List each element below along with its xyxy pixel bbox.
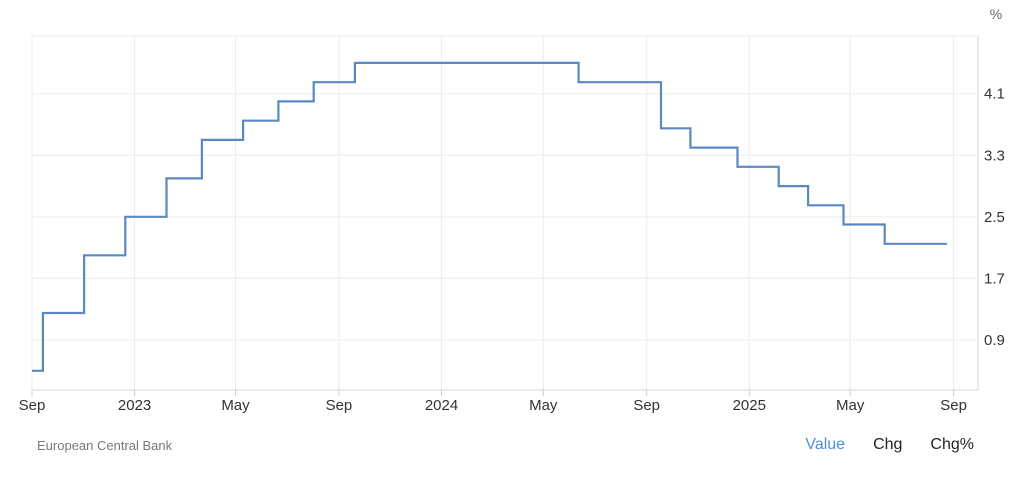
y-unit-label: % (990, 6, 1002, 22)
x-tick-label: 2023 (118, 397, 151, 414)
x-tick-label: Sep (326, 397, 353, 414)
toggle-chg[interactable]: Chg (873, 436, 903, 453)
x-tick-label: May (221, 397, 250, 414)
x-tick-label: Sep (940, 397, 967, 414)
y-tick-label: 1.7 (984, 270, 1005, 287)
toggle-value[interactable]: Value (805, 436, 846, 453)
x-tick-label: May (529, 397, 558, 414)
y-tick-label: 4.1 (984, 86, 1005, 103)
x-tick-label: 2024 (425, 397, 458, 414)
y-tick-label: 2.5 (984, 209, 1005, 226)
view-toggle-group: Value Chg Chg% (777, 436, 974, 454)
y-tick-label: 0.9 (984, 332, 1005, 349)
x-tick-label: Sep (633, 397, 660, 414)
series-line (32, 61, 947, 372)
x-tick-label: May (836, 397, 865, 414)
y-tick-label: 3.3 (984, 147, 1005, 164)
x-tick-label: Sep (19, 397, 46, 414)
toggle-chg-percent[interactable]: Chg% (930, 436, 974, 453)
x-tick-label: 2025 (733, 397, 766, 414)
source-label: European Central Bank (37, 438, 173, 453)
